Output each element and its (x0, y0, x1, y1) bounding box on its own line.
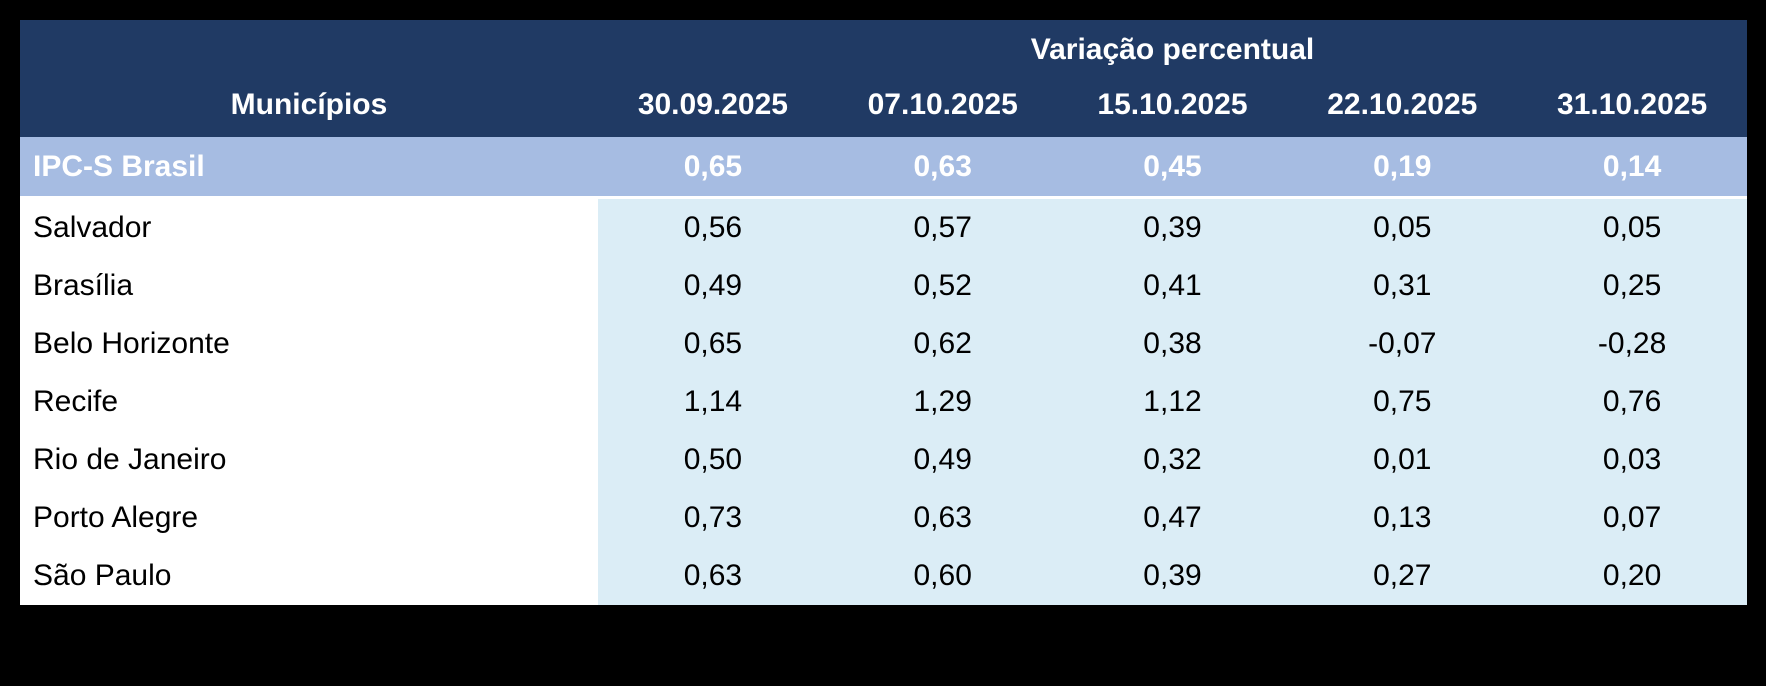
row-label: Salvador (20, 199, 598, 257)
cell-value: 0,57 (827, 199, 1058, 257)
summary-value-1: 0,65 (683, 149, 743, 183)
row-label: Brasília (20, 257, 598, 315)
summary-row-ipcs-brasil: IPC-S Brasil 0,65 0,63 0,45 0,19 0,14 (20, 137, 1747, 199)
header-corner-spacer (20, 20, 598, 72)
cell-value: 0,63 (598, 547, 828, 605)
table-row-porto-alegre: Porto Alegre 0,73 0,63 0,47 0,13 0,07 (20, 489, 1747, 547)
table-row-sao-paulo: São Paulo 0,63 0,60 0,39 0,27 0,20 (20, 547, 1747, 605)
column-header-date-5: 31.10.2025 (1557, 87, 1708, 121)
cell-value: 0,03 (1517, 431, 1747, 489)
row-label: São Paulo (20, 547, 598, 605)
cell-value: 0,63 (827, 489, 1058, 547)
cell-value: 1,14 (598, 373, 828, 431)
cell-value: -0,07 (1287, 315, 1518, 373)
summary-value-2: 0,63 (913, 149, 972, 183)
ipcs-variation-table: Variação percentual Municípios 30.09.202… (20, 20, 1747, 605)
column-header-date-4: 22.10.2025 (1327, 87, 1478, 121)
cell-value: 0,41 (1057, 257, 1288, 315)
column-header-date-2: 07.10.2025 (867, 87, 1018, 121)
table-row-brasilia: Brasília 0,49 0,52 0,41 0,31 0,25 (20, 257, 1747, 315)
cell-value: 0,50 (598, 431, 828, 489)
row-label: Belo Horizonte (20, 315, 598, 373)
row-label: Porto Alegre (20, 489, 598, 547)
column-header-municipios: Municípios (230, 87, 388, 121)
column-header-date-3: 15.10.2025 (1097, 87, 1248, 121)
cell-value: 0,75 (1287, 373, 1518, 431)
summary-value-5: 0,14 (1602, 149, 1662, 183)
summary-value-3: 0,45 (1143, 149, 1202, 183)
table-column-header-row: Municípios 30.09.2025 07.10.2025 15.10.2… (20, 72, 1747, 137)
cell-value: 0,39 (1057, 199, 1288, 257)
cell-value: 0,60 (827, 547, 1058, 605)
cell-value: 0,31 (1287, 257, 1518, 315)
cell-value: 0,32 (1057, 431, 1288, 489)
cell-value: 0,20 (1517, 547, 1747, 605)
cell-value: 0,13 (1287, 489, 1518, 547)
cell-value: 1,29 (827, 373, 1058, 431)
group-title: Variação percentual (1030, 33, 1315, 66)
cell-value: 0,73 (598, 489, 828, 547)
cell-value: 0,07 (1517, 489, 1747, 547)
cell-value: 0,76 (1517, 373, 1747, 431)
summary-value-4: 0,19 (1373, 149, 1432, 183)
cell-value: 0,39 (1057, 547, 1288, 605)
cell-value: 0,56 (598, 199, 828, 257)
cell-value: 0,27 (1287, 547, 1518, 605)
cell-value: 0,01 (1287, 431, 1518, 489)
row-label: Recife (20, 373, 598, 431)
table-row-rio-de-janeiro: Rio de Janeiro 0,50 0,49 0,32 0,01 0,03 (20, 431, 1747, 489)
table-row-recife: Recife 1,14 1,29 1,12 0,75 0,76 (20, 373, 1747, 431)
table-row-salvador: Salvador 0,56 0,57 0,39 0,05 0,05 (20, 199, 1747, 257)
cell-value: 0,62 (827, 315, 1058, 373)
cell-value: 0,65 (598, 315, 828, 373)
cell-value: 1,12 (1057, 373, 1288, 431)
cell-value: 0,05 (1517, 199, 1747, 257)
table-header-group-row: Variação percentual (20, 20, 1747, 72)
column-header-date-1: 30.09.2025 (637, 87, 788, 121)
summary-row-label: IPC-S Brasil (33, 149, 205, 183)
cell-value: -0,28 (1517, 315, 1747, 373)
cell-value: 0,05 (1287, 199, 1518, 257)
cell-value: 0,49 (598, 257, 828, 315)
table-row-belo-horizonte: Belo Horizonte 0,65 0,62 0,38 -0,07 -0,2… (20, 315, 1747, 373)
cell-value: 0,38 (1057, 315, 1288, 373)
cell-value: 0,52 (827, 257, 1058, 315)
cell-value: 0,47 (1057, 489, 1288, 547)
cell-value: 0,25 (1517, 257, 1747, 315)
row-label: Rio de Janeiro (20, 431, 598, 489)
cell-value: 0,49 (827, 431, 1058, 489)
